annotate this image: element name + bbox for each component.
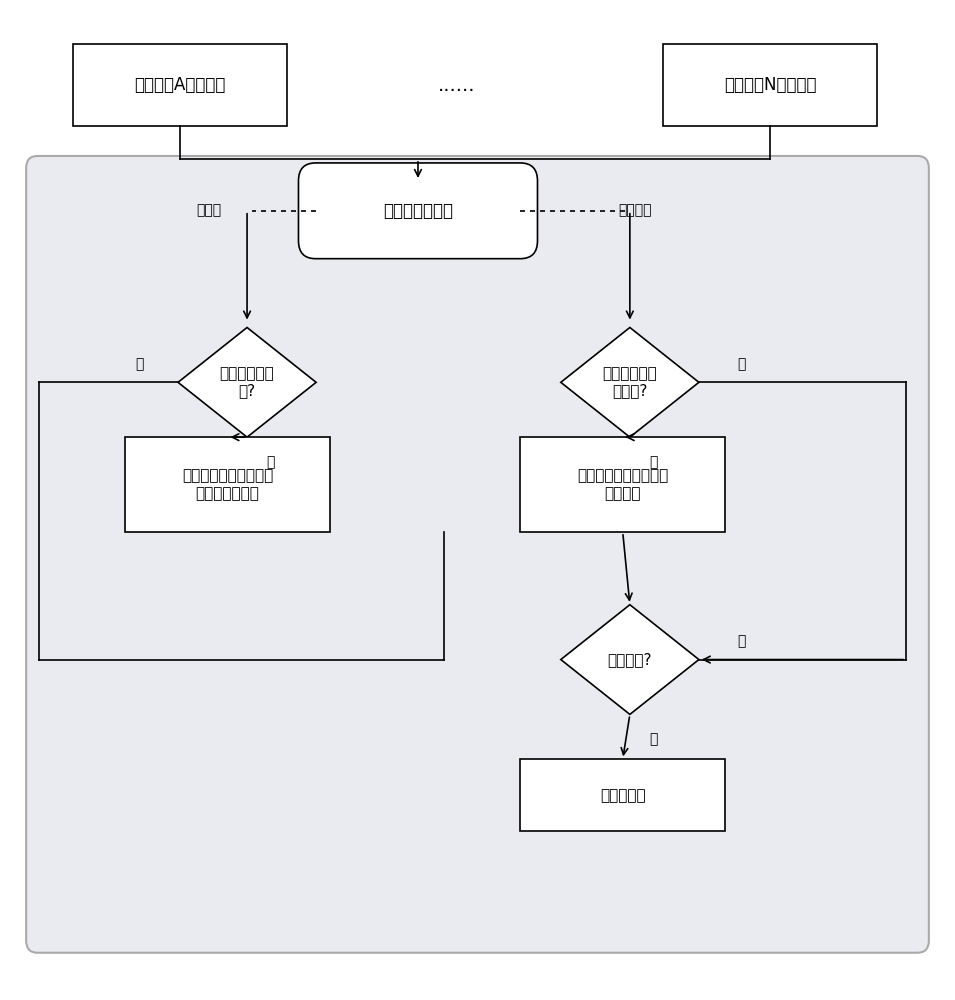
Text: 非主线程: 非主线程 — [618, 203, 651, 217]
Text: 将访问请求按照时间顺
序写入磁盘文件: 将访问请求按照时间顺 序写入磁盘文件 — [181, 468, 273, 501]
Text: 商用库状态是
否正常?: 商用库状态是 否正常? — [603, 366, 657, 399]
Text: 是: 是 — [649, 455, 658, 469]
Polygon shape — [561, 327, 699, 437]
FancyBboxPatch shape — [299, 163, 538, 259]
Text: 应用程序A产生请求: 应用程序A产生请求 — [135, 76, 225, 94]
FancyBboxPatch shape — [520, 437, 725, 532]
Text: 是: 是 — [649, 732, 658, 746]
Text: 按时间读取文件并向商
用库提交: 按时间读取文件并向商 用库提交 — [577, 468, 668, 501]
FancyBboxPatch shape — [663, 44, 878, 126]
Text: 历史数据库服务: 历史数据库服务 — [383, 202, 453, 220]
Text: 有新的访问请
求?: 有新的访问请 求? — [220, 366, 274, 399]
Text: 否: 否 — [737, 635, 745, 649]
Text: 否: 否 — [737, 357, 745, 371]
Text: 主线程: 主线程 — [197, 203, 222, 217]
Polygon shape — [561, 605, 699, 714]
Text: 删除该文件: 删除该文件 — [600, 788, 646, 803]
FancyBboxPatch shape — [125, 437, 329, 532]
FancyBboxPatch shape — [73, 44, 287, 126]
FancyBboxPatch shape — [26, 156, 929, 953]
Text: 是: 是 — [266, 455, 275, 469]
Text: ......: ...... — [437, 76, 476, 95]
Polygon shape — [178, 327, 316, 437]
Text: 否: 否 — [136, 357, 144, 371]
Text: 提交成功?: 提交成功? — [607, 652, 652, 667]
FancyBboxPatch shape — [520, 759, 725, 831]
Text: 应用程序N产生请求: 应用程序N产生请求 — [724, 76, 817, 94]
